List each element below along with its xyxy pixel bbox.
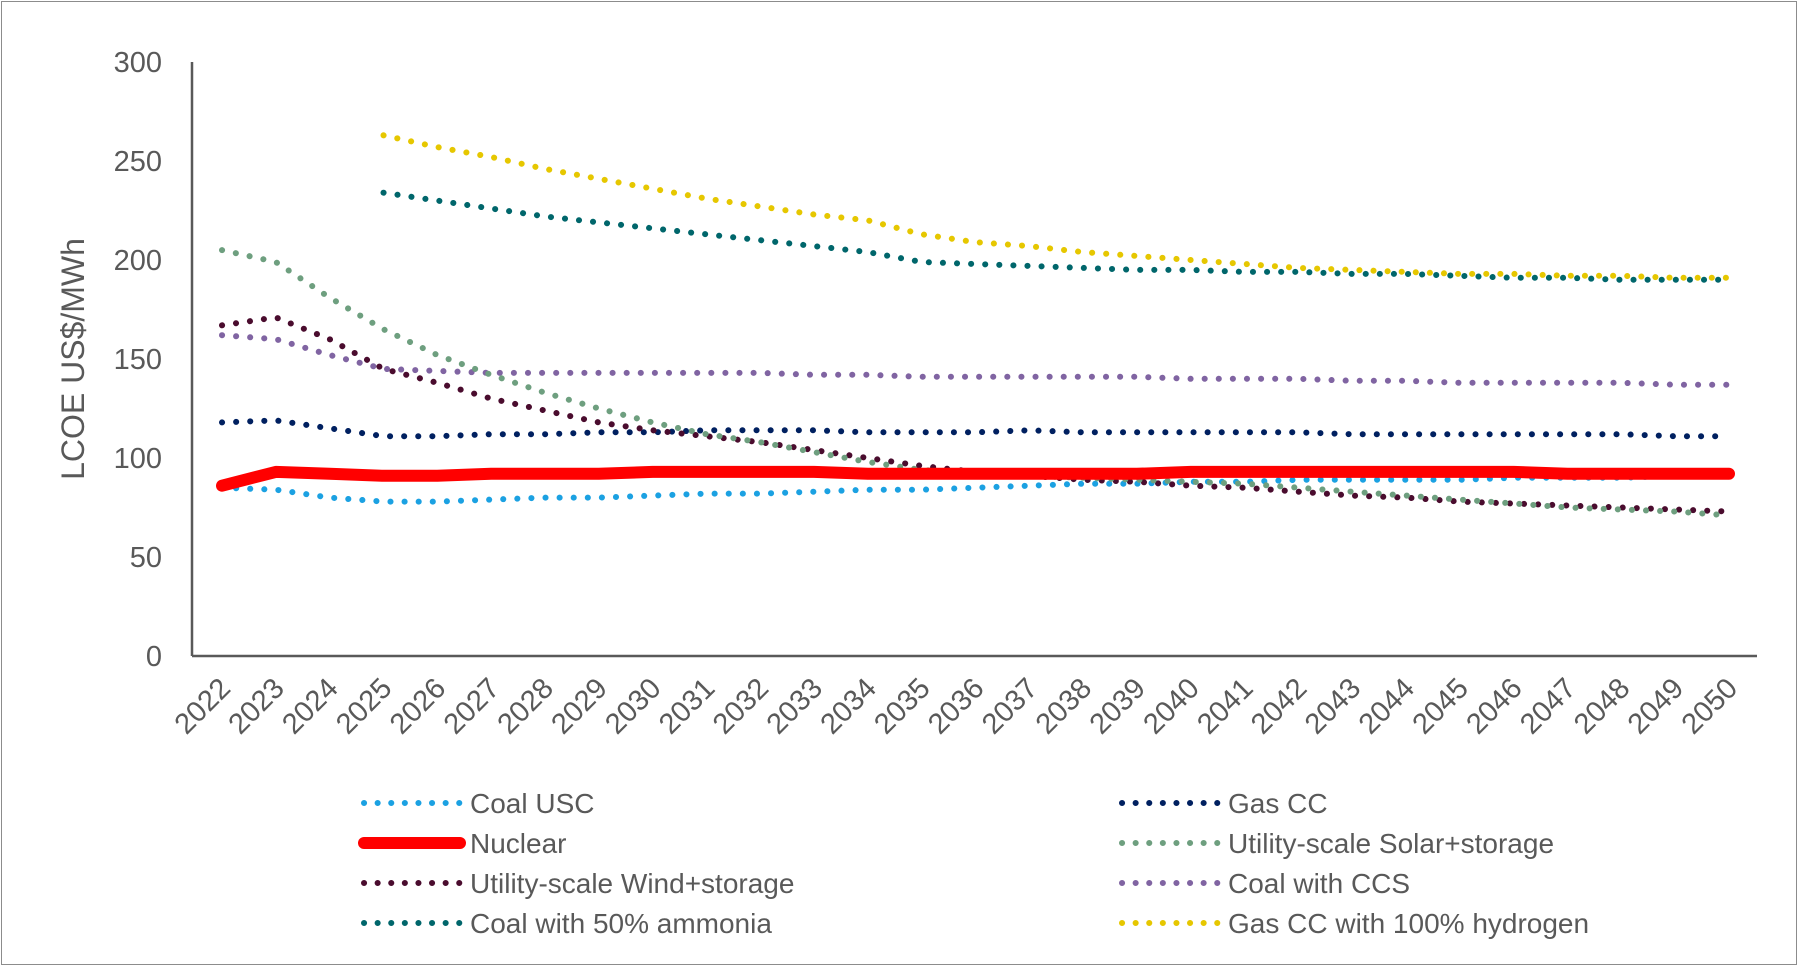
y-axis-title: LCOE US$/MWh: [55, 238, 91, 480]
x-tick-label: 2038: [1030, 672, 1098, 740]
x-tick-label: 2041: [1191, 672, 1259, 740]
x-tick-label: 2048: [1568, 672, 1636, 740]
y-tick-label: 200: [114, 245, 162, 277]
y-tick-label: 0: [146, 641, 162, 673]
x-tick-label: 2032: [707, 672, 775, 740]
x-tick-label: 2036: [922, 672, 990, 740]
x-tick-label: 2035: [868, 672, 936, 740]
x-tick-label: 2050: [1676, 672, 1744, 740]
y-tick-label: 250: [114, 146, 162, 178]
legend-label: Gas CC with 100% hydrogen: [1228, 908, 1589, 939]
legend-label: Coal USC: [470, 788, 594, 819]
series-layer: [216, 132, 1735, 519]
series-line-coal-usc: [219, 472, 1732, 505]
legend-item: Utility-scale Wind+storage: [361, 868, 794, 899]
x-tick-label: 2026: [384, 672, 452, 740]
x-tick-label: 2031: [653, 672, 721, 740]
x-tick-label: 2023: [223, 672, 291, 740]
legend-item: Coal USC: [361, 788, 594, 819]
y-tick-label: 50: [130, 542, 162, 574]
series-line-nuclear: [216, 465, 1735, 492]
legend-item: Coal with 50% ammonia: [361, 908, 772, 939]
x-tick-label: 2029: [545, 672, 613, 740]
x-axis-ticks: 2022202320242025202620272028202920302031…: [169, 672, 1744, 740]
legend-item: Coal with CCS: [1119, 868, 1410, 899]
legend-label: Gas CC: [1228, 788, 1328, 819]
x-tick-label: 2045: [1407, 672, 1475, 740]
x-tick-label: 2039: [1084, 672, 1152, 740]
legend-item: Gas CC: [1119, 788, 1328, 819]
series-line-utility-scale-solar-storage: [219, 247, 1732, 519]
x-tick-label: 2030: [599, 672, 667, 740]
x-tick-label: 2028: [492, 672, 560, 740]
x-tick-label: 2033: [761, 672, 829, 740]
legend-item: Utility-scale Solar+storage: [1119, 828, 1554, 859]
axes: [190, 62, 1757, 658]
y-axis-ticks: 0 50 100 150 200 250 300: [114, 47, 162, 673]
series-line-gas-cc: [219, 417, 1732, 440]
x-tick-label: 2047: [1514, 672, 1582, 740]
x-tick-label: 2027: [438, 672, 506, 740]
legend-label: Utility-scale Wind+storage: [470, 868, 794, 899]
x-tick-label: 2046: [1460, 672, 1528, 740]
x-tick-label: 2040: [1137, 672, 1205, 740]
x-tick-label: 2044: [1353, 672, 1421, 740]
series-line-coal-with-50-ammonia: [380, 189, 1732, 283]
x-tick-label: 2024: [276, 672, 344, 740]
x-tick-label: 2025: [330, 672, 398, 740]
legend-label: Nuclear: [470, 828, 566, 859]
series-line-coal-with-ccs: [219, 332, 1732, 388]
legend-item: Gas CC with 100% hydrogen: [1119, 908, 1589, 939]
legend-item: Nuclear: [358, 828, 566, 859]
x-tick-label: 2042: [1245, 672, 1313, 740]
legend-label: Coal with 50% ammonia: [470, 908, 772, 939]
x-tick-label: 2037: [976, 672, 1044, 740]
x-tick-label: 2022: [169, 672, 237, 740]
legend: Coal USC Gas CC Nuclear Utility-scale Solar…: [358, 788, 1589, 939]
y-tick-label: 300: [114, 47, 162, 79]
y-tick-label: 100: [114, 443, 162, 475]
series-line-gas-cc-with-100-hydrogen: [380, 132, 1732, 281]
x-tick-label: 2049: [1622, 672, 1690, 740]
y-tick-label: 150: [114, 344, 162, 376]
x-tick-label: 2034: [815, 672, 883, 740]
series-line-utility-scale-wind-storage: [219, 314, 1732, 515]
x-tick-label: 2043: [1299, 672, 1367, 740]
legend-label: Coal with CCS: [1228, 868, 1410, 899]
legend-label: Utility-scale Solar+storage: [1228, 828, 1554, 859]
